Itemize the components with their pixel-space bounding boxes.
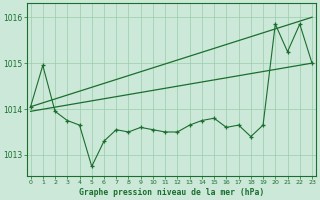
X-axis label: Graphe pression niveau de la mer (hPa): Graphe pression niveau de la mer (hPa)	[79, 188, 264, 197]
